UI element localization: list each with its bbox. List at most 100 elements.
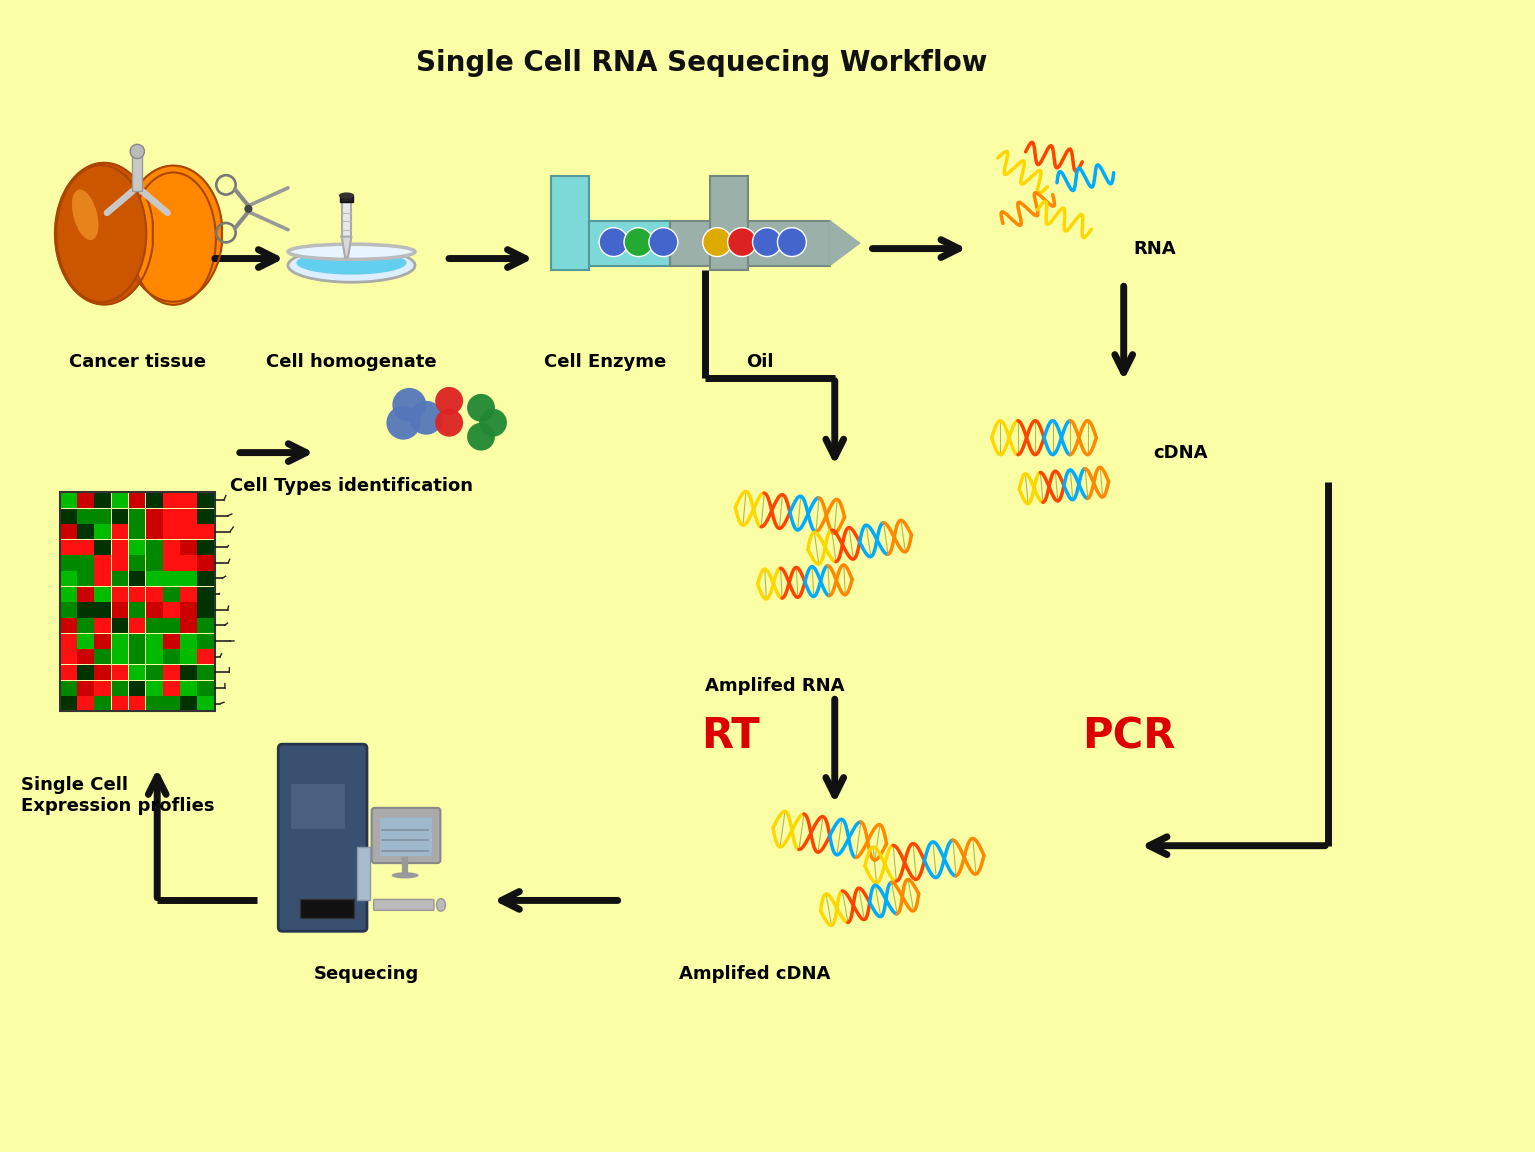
Bar — [180, 524, 196, 539]
Bar — [112, 493, 129, 508]
Bar — [180, 696, 196, 711]
Bar — [129, 586, 146, 601]
Bar — [60, 602, 77, 617]
Circle shape — [467, 394, 494, 422]
Bar — [94, 508, 111, 524]
Bar — [112, 524, 129, 539]
Text: RT: RT — [701, 715, 760, 757]
Circle shape — [703, 228, 732, 257]
Bar — [60, 586, 77, 601]
Bar — [129, 540, 146, 555]
Polygon shape — [342, 236, 352, 258]
Polygon shape — [124, 166, 223, 302]
Bar — [77, 650, 94, 665]
Bar — [60, 634, 77, 649]
Bar — [60, 696, 77, 711]
Bar — [146, 586, 163, 601]
Bar — [146, 540, 163, 555]
Bar — [180, 540, 196, 555]
Bar — [198, 508, 213, 524]
Bar — [129, 665, 146, 680]
Bar — [94, 540, 111, 555]
Circle shape — [752, 228, 781, 257]
Bar — [77, 555, 94, 570]
Bar — [146, 508, 163, 524]
Bar — [180, 508, 196, 524]
Bar — [198, 650, 213, 665]
Circle shape — [479, 409, 507, 437]
Circle shape — [436, 387, 464, 415]
Bar — [198, 493, 213, 508]
Bar — [711, 176, 748, 271]
Text: Sequecing: Sequecing — [313, 965, 419, 983]
Circle shape — [625, 228, 652, 257]
Ellipse shape — [289, 249, 414, 282]
Bar — [132, 151, 143, 191]
Bar — [112, 555, 129, 570]
Text: Oil: Oil — [746, 353, 774, 371]
Bar — [180, 617, 196, 634]
Ellipse shape — [57, 165, 146, 302]
Circle shape — [387, 406, 421, 440]
Bar — [94, 696, 111, 711]
Bar — [198, 571, 213, 586]
Bar — [146, 571, 163, 586]
Bar — [180, 493, 196, 508]
Bar — [94, 555, 111, 570]
Bar — [551, 176, 588, 271]
Bar — [198, 555, 213, 570]
Bar — [180, 634, 196, 649]
Bar — [112, 681, 129, 696]
Circle shape — [130, 144, 144, 159]
Bar — [342, 202, 352, 236]
Circle shape — [393, 388, 427, 422]
Bar — [341, 196, 353, 202]
Bar — [77, 634, 94, 649]
Bar — [94, 493, 111, 508]
Text: PCR: PCR — [1082, 715, 1176, 757]
Bar — [60, 571, 77, 586]
Circle shape — [728, 228, 757, 257]
Bar — [748, 221, 830, 265]
Bar — [146, 555, 163, 570]
Text: cDNA: cDNA — [1154, 444, 1208, 462]
Circle shape — [244, 205, 252, 213]
Bar — [180, 602, 196, 617]
Bar — [94, 665, 111, 680]
Bar — [163, 493, 180, 508]
Bar — [146, 524, 163, 539]
Bar — [301, 899, 355, 918]
Bar — [146, 602, 163, 617]
Bar — [60, 555, 77, 570]
Bar — [77, 540, 94, 555]
Bar — [163, 586, 180, 601]
Text: RNA: RNA — [1134, 240, 1176, 258]
Bar — [94, 617, 111, 634]
Bar — [198, 665, 213, 680]
Bar — [180, 665, 196, 680]
Bar — [129, 571, 146, 586]
Bar — [129, 634, 146, 649]
Text: Cell homogenate: Cell homogenate — [266, 353, 437, 371]
Bar — [292, 785, 345, 828]
Circle shape — [467, 423, 494, 450]
Bar — [356, 847, 370, 901]
Bar — [77, 493, 94, 508]
FancyBboxPatch shape — [373, 900, 434, 910]
Bar — [129, 681, 146, 696]
Bar — [180, 555, 196, 570]
Text: Amplifed RNA: Amplifed RNA — [705, 676, 844, 695]
Bar — [94, 586, 111, 601]
Bar — [163, 555, 180, 570]
Bar — [60, 617, 77, 634]
Bar — [198, 681, 213, 696]
Bar — [77, 571, 94, 586]
Bar — [163, 508, 180, 524]
Bar — [146, 634, 163, 649]
Bar — [198, 696, 213, 711]
Bar — [77, 602, 94, 617]
Bar — [112, 634, 129, 649]
Bar — [60, 540, 77, 555]
Bar — [94, 524, 111, 539]
Bar — [163, 524, 180, 539]
